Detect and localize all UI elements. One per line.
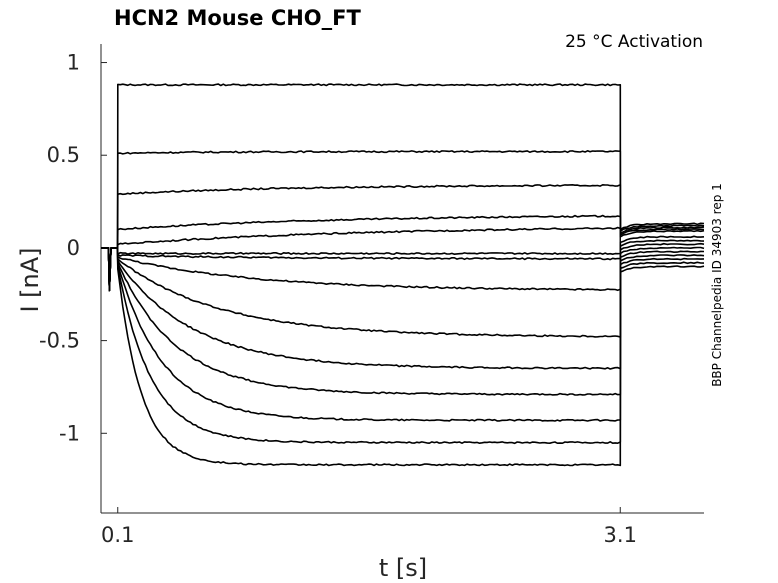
chart-subtitle: 25 °C Activation bbox=[565, 32, 703, 52]
current-trace bbox=[101, 247, 705, 396]
current-trace bbox=[101, 247, 705, 445]
current-trace bbox=[101, 247, 705, 370]
y-tick-label: 0 bbox=[67, 236, 80, 260]
chart-title: HCN2 Mouse CHO_FT bbox=[114, 6, 361, 30]
y-tick-label: -0.5 bbox=[39, 329, 80, 353]
current-trace bbox=[101, 242, 705, 292]
current-trace bbox=[101, 83, 705, 292]
current-trace bbox=[101, 247, 705, 467]
y-tick-label: 0.5 bbox=[47, 143, 80, 167]
x-tick-label: 3.1 bbox=[604, 523, 637, 547]
current-trace bbox=[101, 150, 705, 292]
current-trace bbox=[101, 226, 705, 292]
current-trace bbox=[101, 247, 705, 422]
x-tick-label: 0.1 bbox=[101, 523, 134, 547]
current-traces bbox=[101, 83, 705, 467]
current-trace bbox=[101, 214, 705, 292]
current-trace bbox=[101, 235, 705, 292]
x-axis-label: t [s] bbox=[379, 554, 427, 582]
y-axis-label: I [nA] bbox=[16, 247, 44, 312]
current-trace bbox=[101, 184, 705, 292]
y-tick-label: 1 bbox=[67, 51, 80, 75]
current-trace bbox=[101, 246, 705, 338]
current-trace bbox=[101, 239, 705, 292]
y-tick-label: -1 bbox=[59, 421, 80, 445]
channelpedia-id-label: BBP Channelpedia ID 34903 rep 1 bbox=[710, 183, 724, 387]
axes: 1 0.5 0 -0.5 -1 0.1 3.1 bbox=[39, 44, 704, 547]
